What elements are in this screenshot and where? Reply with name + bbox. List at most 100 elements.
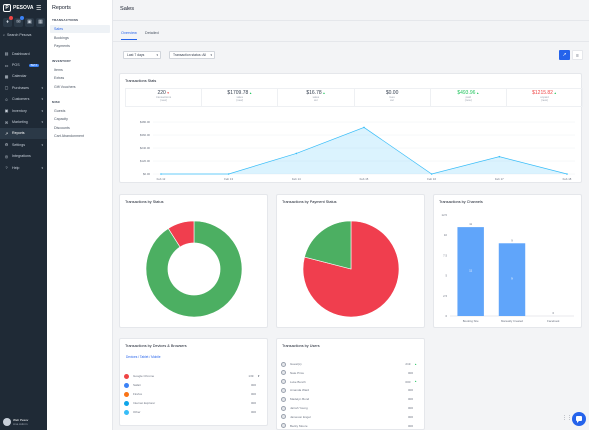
nav-item-reports[interactable]: ↗ Reports <box>0 127 47 140</box>
payment-status-chart-card: Transactions by Payment Status <box>276 194 425 328</box>
data-point[interactable] <box>566 173 568 175</box>
stat-change: avr <box>313 98 318 103</box>
chevron-down-icon: ▾ <box>41 142 43 147</box>
bar[interactable] <box>457 227 484 316</box>
stat-change: avr <box>390 98 395 103</box>
nav-item-label: Calendar <box>12 74 27 79</box>
user-menu[interactable]: Web Pesov Ana Admin <box>3 418 28 426</box>
messages-icon[interactable]: ✉ <box>14 16 24 27</box>
card-title: Transactions by Payment Status <box>282 200 337 204</box>
transaction-status-select[interactable]: Transaction status: All ▾ <box>169 51 215 59</box>
stat-value-text: $16.78 <box>306 90 322 96</box>
subnav-item-gift-vouchers[interactable]: Gift Vouchers <box>54 85 76 89</box>
beta-badge: BETA <box>28 63 40 67</box>
user-value: 000 <box>407 388 413 393</box>
device-subtabs[interactable]: Devices / Tablet / Mobile <box>126 355 161 359</box>
device-row: Safari 000 <box>124 381 260 389</box>
pie-slice-unpaid[interactable] <box>302 220 400 318</box>
nav-item-label: Purchases <box>12 85 29 90</box>
subnav-item-extras[interactable]: Extras <box>54 76 65 81</box>
user-value: 000 <box>407 370 413 375</box>
marketing-icon: ✉ <box>4 119 9 125</box>
search-trigger[interactable]: ⌕ Search Pesova <box>3 33 31 37</box>
data-point[interactable] <box>295 152 298 155</box>
subnav-item-capacity[interactable]: Capacity <box>54 117 68 122</box>
tab-divider <box>113 41 589 42</box>
chat-button[interactable] <box>572 412 586 426</box>
logo[interactable]: P PESOVA <box>3 4 33 12</box>
bar-value-label: 0 <box>553 311 555 315</box>
subnav-item-guests[interactable]: Guests <box>54 108 66 113</box>
data-point[interactable] <box>363 126 365 129</box>
nav-item-integrations[interactable]: ◎ Integrations <box>0 151 47 162</box>
stat-change: (new) <box>160 98 168 103</box>
table-view-icon[interactable]: ≡ <box>572 50 583 60</box>
chart-view-icon[interactable]: ↗ <box>559 50 570 60</box>
apps-grid-icon[interactable]: ⋮⋮ <box>562 415 572 421</box>
x-tick-label: Feb 18 <box>563 177 572 181</box>
data-point[interactable] <box>160 173 162 175</box>
subnav-item-items[interactable]: Items <box>54 67 63 72</box>
stat-label: unpaid <box>540 95 549 99</box>
arrow-up-icon: ▲ <box>414 380 417 384</box>
stat-value: $16.78 ▲ <box>278 90 353 96</box>
quick-actions: ♦ ✉ ▣ ▦ <box>3 16 45 27</box>
user-row: Luke Bunch 000 ▲ <box>281 378 417 386</box>
data-point[interactable] <box>498 155 501 158</box>
subnav-item-payments[interactable]: Payments <box>54 44 70 49</box>
user-value: 000 <box>407 414 413 419</box>
status-donut-chart <box>145 220 243 318</box>
stat-tile: 220 ▼ transactions (new) <box>126 89 203 106</box>
subnav-item-sales[interactable]: Sales <box>50 25 110 33</box>
date-range-value: Last 7 days <box>127 53 145 57</box>
date-range-select[interactable]: Last 7 days ▾ <box>123 51 161 59</box>
menu-toggle-icon[interactable]: ☰ <box>36 6 42 12</box>
subnav-item-discounts[interactable]: Discounts <box>54 125 70 130</box>
y-tick-label: $240.00 <box>140 146 151 150</box>
device-row: Internet Explorer 000 <box>124 399 260 407</box>
user-name: Jarrah Young <box>290 406 308 410</box>
subnav-item-cart-abandonment[interactable]: Cart Abandonment <box>54 134 84 139</box>
pie-slice-paid[interactable] <box>304 220 352 270</box>
card-title: Transactions by Channels <box>439 200 483 204</box>
bar-value-label: 9 <box>511 238 513 242</box>
devices-card: Transactions by Devices & Browsers Devic… <box>119 338 268 426</box>
tab-detailed[interactable]: Detailed <box>144 31 159 35</box>
cart-icon[interactable]: ▣ <box>25 18 34 27</box>
user-avatar-icon <box>281 396 286 402</box>
area-fill <box>161 127 567 174</box>
user-value: 000 <box>407 397 413 402</box>
search-label: Search Pesova <box>7 33 32 37</box>
stat-label: paid <box>465 95 471 99</box>
subnav-item-bookings[interactable]: Bookings <box>54 35 69 40</box>
tab-overview[interactable]: Overview <box>121 31 137 40</box>
stats-row: 220 ▼ transactions (new) $1709.78 ▲ sales (ne… <box>125 88 583 107</box>
nav-item-dashboard[interactable]: ▤ Dashboard <box>0 48 47 59</box>
card-title: Transactions Stats <box>125 79 157 83</box>
device-row: Firefox 000 <box>124 390 260 398</box>
nav-item-calendar[interactable]: ▦ Calendar <box>0 71 47 82</box>
stat-value: $1709.78 ▲ <box>202 90 277 96</box>
nav-item-pos[interactable]: ▭ POS BETA <box>0 59 47 70</box>
nav-item-settings[interactable]: ⚙ Settings ▾ <box>0 139 47 150</box>
x-tick-label: Feb 13 <box>224 177 233 181</box>
device-row: Other 000 <box>124 408 260 416</box>
data-point[interactable] <box>430 173 433 175</box>
grid-icon[interactable]: ▦ <box>36 18 45 27</box>
y-tick-label: 10 <box>444 233 448 237</box>
ie-icon <box>124 400 129 406</box>
nav-item-customers[interactable]: ☺ Customers ▾ <box>0 94 47 105</box>
y-tick-label: $120.00 <box>140 159 151 163</box>
logo-mark-icon: P <box>3 4 11 12</box>
nav-item-purchases[interactable]: ▢ Purchases ▾ <box>0 82 47 93</box>
nav-item-inventory[interactable]: ▣ Inventory ▾ <box>0 105 47 116</box>
nav-item-help[interactable]: ? Help ▾ <box>0 162 47 173</box>
data-point[interactable] <box>227 173 230 175</box>
stat-label: fees <box>389 95 395 99</box>
nav-item-marketing[interactable]: ✉ Marketing ▾ <box>0 116 47 127</box>
bar[interactable] <box>498 243 526 316</box>
caret-down-icon: ▼ <box>257 374 260 378</box>
notifications-icon[interactable]: ♦ <box>3 16 13 27</box>
nav-item-label: Inventory <box>12 108 27 113</box>
y-tick-label: $480.00 <box>140 120 151 124</box>
